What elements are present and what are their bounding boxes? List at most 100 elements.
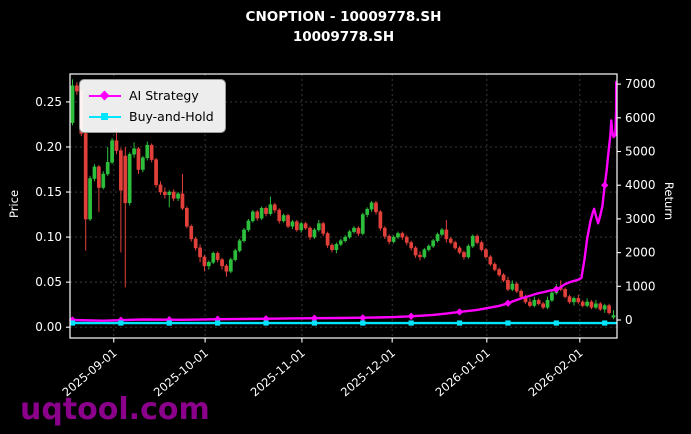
candle-up	[70, 85, 75, 123]
buy-and-hold-marker	[408, 320, 414, 326]
candle-down	[321, 223, 326, 234]
candle-up	[176, 193, 180, 199]
candle-up	[352, 227, 356, 232]
candle-down	[325, 233, 330, 246]
candle-down	[409, 242, 414, 249]
candle-down	[497, 269, 501, 276]
candle-down	[272, 204, 277, 211]
candle-up	[246, 220, 251, 231]
candle-down	[189, 226, 194, 240]
candle-down	[149, 144, 154, 160]
candle-up	[396, 233, 400, 238]
candle-down	[356, 227, 361, 234]
buy-and-hold-marker	[311, 320, 318, 326]
candle-down	[492, 263, 497, 270]
x-tick-label: 2026-02-01	[526, 346, 586, 400]
candle-down	[484, 249, 488, 258]
candle-up	[391, 236, 396, 242]
candle-up	[211, 253, 216, 263]
buy-and-hold-marker	[602, 320, 608, 326]
return-tick-label: 6000	[625, 111, 656, 125]
candle-down	[462, 252, 466, 258]
candle-up	[347, 231, 352, 238]
candle-down	[119, 150, 123, 191]
ai-strategy-marker	[407, 312, 415, 320]
candle-down	[202, 256, 207, 267]
buy-and-hold-marker	[69, 320, 76, 326]
candle-down	[220, 259, 224, 267]
candle-up	[233, 250, 238, 260]
candle-down	[563, 289, 567, 297]
candle-up	[228, 259, 233, 272]
candle-down	[479, 242, 484, 250]
candle-up	[365, 208, 370, 215]
return-tick-label: 3000	[625, 212, 656, 226]
return-tick-label: 2000	[625, 246, 656, 260]
price-tick-label: 0.20	[35, 140, 62, 154]
buy-and-hold-marker	[456, 320, 463, 326]
candle-down	[598, 303, 603, 310]
buy-and-hold-marker	[166, 320, 172, 326]
legend-label-buy-and-hold: Buy-and-Hold	[129, 109, 214, 124]
candle-down	[224, 265, 229, 272]
candle-down	[514, 283, 519, 292]
candle-down	[418, 254, 422, 258]
candle-down	[576, 298, 581, 303]
candle-down	[444, 229, 449, 240]
candle-up	[290, 221, 295, 227]
candle-up	[572, 298, 576, 303]
candle-up	[611, 315, 616, 318]
candle-down	[506, 280, 510, 290]
candle-up	[127, 153, 132, 204]
candle-up	[88, 178, 92, 220]
candle-up	[268, 204, 273, 214]
candle-up	[316, 223, 321, 231]
candle-down	[286, 215, 290, 227]
candle-up	[550, 292, 554, 301]
candle-down	[75, 85, 79, 92]
ai-strategy-marker	[310, 314, 319, 322]
chart-legend: AI Strategy Buy-and-Hold	[79, 79, 226, 133]
candle-down	[215, 253, 220, 260]
candle-up	[237, 240, 242, 251]
candle-down	[488, 256, 493, 265]
candle-down	[607, 305, 611, 314]
buy-and-hold-marker	[505, 320, 511, 326]
candle-down	[475, 235, 480, 243]
candle-down	[448, 238, 453, 243]
candle-down	[374, 202, 378, 213]
candle-up	[259, 208, 264, 219]
return-tick-label: 1000	[625, 279, 656, 293]
buy-and-hold-marker	[215, 320, 221, 326]
candle-up	[105, 162, 110, 175]
candle-up	[369, 202, 374, 210]
candle-up	[545, 299, 550, 308]
candle-up	[466, 245, 471, 258]
candle-down	[567, 296, 572, 303]
return-axis-label: Return	[662, 181, 676, 221]
candle-up	[206, 262, 211, 267]
price-tick-label: 0.10	[35, 230, 62, 244]
candle-up	[510, 283, 515, 290]
candle-down	[83, 133, 88, 220]
candle-down	[163, 191, 167, 195]
candle-down	[404, 236, 409, 243]
candle-up	[435, 234, 440, 241]
buy-and-hold-marker	[263, 320, 269, 326]
legend-label-ai-strategy: AI Strategy	[129, 88, 199, 103]
buy-and-hold-marker	[118, 320, 124, 326]
candle-up	[422, 249, 427, 258]
chart-title-line1: CNOPTION - 10009778.SH	[245, 9, 442, 25]
price-tick-label: 0.05	[35, 275, 62, 289]
candle-up	[343, 236, 348, 241]
x-tick-label: 2025-12-01	[338, 346, 398, 400]
candle-up	[101, 173, 106, 188]
candle-down	[528, 301, 532, 306]
ai-strategy-line-icon	[89, 89, 121, 103]
buy-and-hold-marker	[360, 320, 366, 326]
candle-down	[541, 303, 545, 308]
candle-down	[400, 233, 405, 238]
candle-down	[180, 193, 185, 209]
